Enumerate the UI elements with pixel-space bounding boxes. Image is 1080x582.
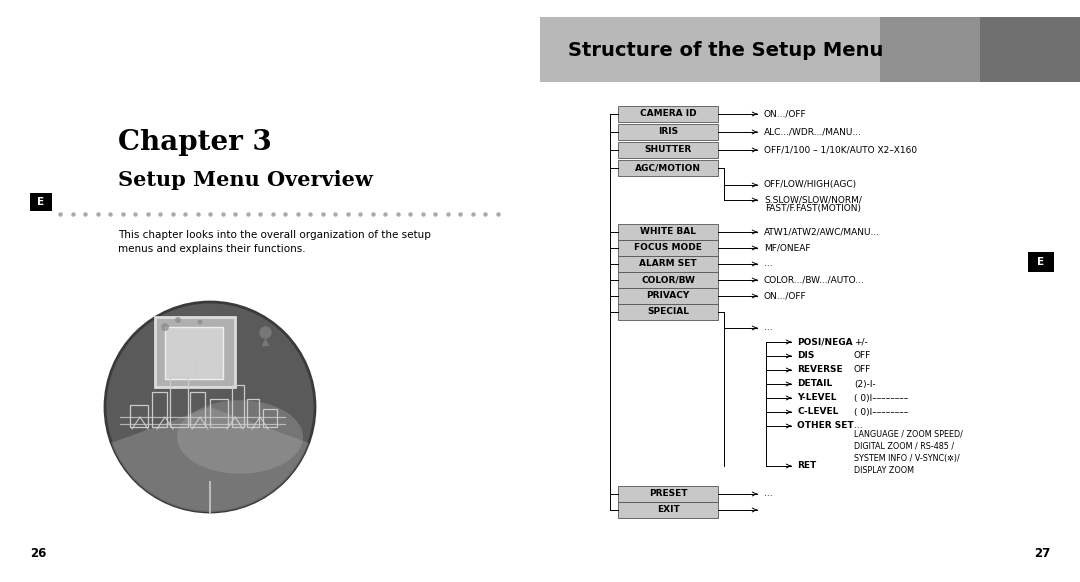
- Text: WHITE BAL: WHITE BAL: [640, 228, 696, 236]
- Text: (2)-I-: (2)-I-: [854, 379, 876, 389]
- Text: ( 0)I––––––––: ( 0)I––––––––: [854, 393, 908, 403]
- Text: E: E: [38, 197, 44, 207]
- Text: IRIS: IRIS: [658, 127, 678, 137]
- Bar: [165, 327, 222, 379]
- Text: PRIVACY: PRIVACY: [646, 292, 690, 300]
- Text: COLOR/BW: COLOR/BW: [642, 275, 694, 285]
- Text: MF/ONEAF: MF/ONEAF: [764, 243, 810, 253]
- Text: OTHER SET: OTHER SET: [797, 421, 853, 431]
- Bar: [618, 272, 718, 288]
- Bar: [1028, 252, 1054, 272]
- Text: ...: ...: [764, 489, 772, 499]
- Bar: [618, 142, 718, 158]
- Ellipse shape: [177, 400, 303, 474]
- Text: OFF/LOW/HIGH(AGC): OFF/LOW/HIGH(AGC): [764, 180, 858, 190]
- Text: OFF: OFF: [854, 365, 872, 374]
- Text: FOCUS MODE: FOCUS MODE: [634, 243, 702, 253]
- Text: FAST/F.FAST(MOTION): FAST/F.FAST(MOTION): [765, 204, 861, 214]
- Bar: [210, 399, 228, 427]
- Text: DETAIL: DETAIL: [797, 379, 833, 389]
- Text: 27: 27: [1034, 547, 1050, 560]
- Circle shape: [198, 320, 203, 325]
- Bar: [618, 160, 718, 176]
- Text: Setup Menu Overview: Setup Menu Overview: [118, 170, 373, 190]
- Bar: [618, 224, 718, 240]
- Text: ATW1/ATW2/AWC/MANU...: ATW1/ATW2/AWC/MANU...: [764, 228, 880, 236]
- Bar: [130, 405, 148, 427]
- Bar: [618, 288, 718, 304]
- Text: ON.../OFF: ON.../OFF: [764, 292, 807, 300]
- Bar: [618, 486, 718, 502]
- Bar: [30, 193, 52, 211]
- Text: ...: ...: [764, 324, 772, 332]
- Bar: [232, 385, 244, 427]
- Text: LANGUAGE / ZOOM SPEED/
DIGITAL ZOOM / RS-485 /
SYSTEM INFO / V-SYNC(✲)/
DISPLAY : LANGUAGE / ZOOM SPEED/ DIGITAL ZOOM / RS…: [854, 430, 963, 475]
- Text: ALC.../WDR.../MANU...: ALC.../WDR.../MANU...: [764, 127, 862, 137]
- Text: PRESET: PRESET: [649, 489, 687, 499]
- Bar: [156, 317, 235, 387]
- Text: Structure of the Setup Menu: Structure of the Setup Menu: [568, 41, 883, 59]
- Text: Chapter 3: Chapter 3: [118, 129, 272, 155]
- Text: REVERSE: REVERSE: [797, 365, 842, 374]
- Bar: [247, 399, 259, 427]
- Text: ...: ...: [854, 421, 863, 431]
- Text: DIS: DIS: [797, 352, 814, 360]
- Bar: [264, 409, 276, 427]
- Circle shape: [175, 317, 181, 323]
- Text: AGC/MOTION: AGC/MOTION: [635, 164, 701, 172]
- Bar: [170, 377, 188, 427]
- Circle shape: [105, 302, 315, 512]
- Bar: [618, 256, 718, 272]
- Bar: [540, 17, 1080, 82]
- Bar: [618, 106, 718, 122]
- Bar: [880, 17, 1080, 82]
- Text: ALARM SET: ALARM SET: [639, 260, 697, 268]
- Text: OFF: OFF: [854, 352, 872, 360]
- Text: SHUTTER: SHUTTER: [645, 146, 691, 154]
- Circle shape: [161, 323, 168, 331]
- Text: This chapter looks into the overall organization of the setup
menus and explains: This chapter looks into the overall orga…: [118, 230, 431, 254]
- Text: ON.../OFF: ON.../OFF: [764, 109, 807, 119]
- Bar: [618, 240, 718, 256]
- Text: POSI/NEGA: POSI/NEGA: [797, 338, 852, 346]
- Text: OFF/1/100 – 1/10K/AUTO X2–X160: OFF/1/100 – 1/10K/AUTO X2–X160: [764, 146, 917, 154]
- Bar: [152, 392, 167, 427]
- Wedge shape: [111, 407, 309, 512]
- Text: 26: 26: [30, 547, 46, 560]
- Bar: [618, 124, 718, 140]
- Text: +/-: +/-: [854, 338, 867, 346]
- Text: C-LEVEL: C-LEVEL: [797, 407, 838, 417]
- Bar: [618, 304, 718, 320]
- Text: ( 0)I––––––––: ( 0)I––––––––: [854, 407, 908, 417]
- Bar: [618, 502, 718, 518]
- Text: CAMERA ID: CAMERA ID: [639, 109, 697, 119]
- Bar: [190, 392, 205, 427]
- Bar: [980, 17, 1080, 82]
- Text: EXIT: EXIT: [657, 506, 679, 514]
- Text: ...: ...: [764, 260, 772, 268]
- Text: E: E: [1038, 257, 1044, 267]
- Text: Y-LEVEL: Y-LEVEL: [797, 393, 837, 403]
- Text: S.SLOW/SLOW/NORM/: S.SLOW/SLOW/NORM/: [764, 196, 862, 204]
- Text: COLOR.../BW.../AUTO...: COLOR.../BW.../AUTO...: [764, 275, 865, 285]
- Text: SPECIAL: SPECIAL: [647, 307, 689, 317]
- Text: RET: RET: [797, 462, 816, 470]
